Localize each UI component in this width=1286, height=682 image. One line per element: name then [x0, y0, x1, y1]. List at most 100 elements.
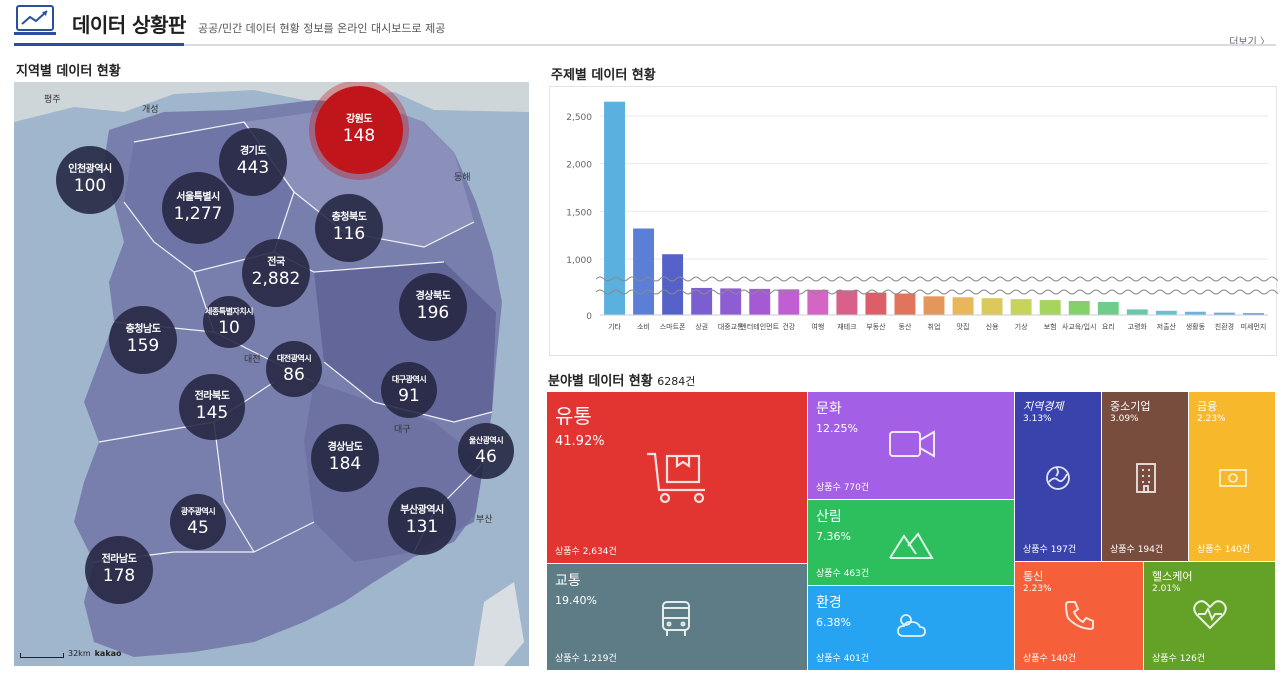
bar: [894, 293, 916, 315]
bar: [807, 289, 829, 315]
region-bubble-incheon[interactable]: 인천광역시 100: [56, 146, 124, 214]
subject-section-title: 주제별 데이터 현황: [551, 68, 656, 83]
axis-break-line: [595, 276, 1278, 282]
bar: [1184, 311, 1206, 315]
region-bubble-national[interactable]: 전국 2,882: [242, 239, 310, 307]
map-label-gaeseong: 개성: [142, 105, 159, 115]
region-bubble-daegu[interactable]: 대구광역시 91: [381, 362, 437, 418]
video-camera-icon: [889, 430, 935, 458]
region-bubble-gwangju[interactable]: 광주광역시 45: [170, 494, 226, 550]
x-tick-label: 기타: [608, 322, 621, 331]
treemap-tile-distribution[interactable]: 유통 41.92% 상품수 2,634건: [547, 392, 808, 564]
bar: [1126, 309, 1148, 315]
x-tick-label: 보험: [1044, 323, 1057, 331]
map-label-daegu: 대구: [394, 425, 411, 435]
x-tick-label: 취업: [928, 323, 941, 331]
y-tick-label: 1,500: [566, 208, 592, 218]
bar: [981, 298, 1003, 315]
page-title: 데이터 상황판: [72, 13, 186, 37]
treemap-tile-regional-economy[interactable]: 지역경제 3.13% 상품수 197건: [1015, 392, 1102, 562]
axis-break-line: [595, 289, 1278, 295]
region-bubble-seoul[interactable]: 서울특별시 1,277: [162, 172, 234, 244]
bar: [1155, 310, 1177, 315]
treemap-tile-telecom[interactable]: 통신 2.23% 상품수 140건: [1015, 562, 1144, 671]
bar: [1243, 313, 1264, 315]
map-label-pyeongju: 평주: [44, 95, 61, 105]
x-tick-label: 요리: [1102, 322, 1115, 331]
bus-icon: [662, 601, 690, 636]
x-tick-label: 고령화: [1128, 323, 1148, 331]
x-tick-label: 엔터테인먼트: [740, 322, 779, 331]
region-bubble-chungnam[interactable]: 충청남도 159: [109, 306, 177, 374]
treemap-tile-forest[interactable]: 산림 7.36% 상품수 463건: [808, 500, 1015, 586]
region-bubble-sejong[interactable]: 세종특별자치시 10: [203, 296, 255, 348]
bar: [749, 288, 771, 315]
y-tick-label: 1,000: [566, 256, 592, 266]
bar: [836, 290, 858, 315]
phone-icon: [1064, 601, 1094, 631]
x-tick-label: 부동산: [866, 322, 886, 331]
region-bubble-daejeon[interactable]: 대전광역시 86: [266, 341, 322, 397]
map-label-donghae: 동해: [454, 173, 471, 183]
cart-box-icon: [647, 452, 705, 504]
building-icon: [1136, 463, 1156, 493]
treemap-tile-finance[interactable]: 금융 2.23% 상품수 140건: [1189, 392, 1276, 562]
money-icon: [1219, 469, 1247, 487]
region-bubble-busan[interactable]: 부산광역시 131: [388, 487, 456, 555]
bar: [923, 296, 945, 315]
field-title-text: 분야별 데이터 현황: [548, 374, 653, 389]
x-tick-label: 기상: [1015, 322, 1028, 331]
bar: [633, 228, 655, 315]
x-tick-label: 저출산: [1157, 322, 1177, 331]
bar: [1039, 300, 1061, 315]
x-tick-label: 재테크: [837, 323, 857, 331]
x-tick-label: 여행: [811, 322, 824, 331]
treemap-tile-healthcare[interactable]: 헬스케어 2.01% 상품수 126건: [1144, 562, 1276, 671]
x-tick-label: 상권: [695, 322, 708, 331]
bar: [604, 101, 625, 315]
region-bubble-gyeongbuk[interactable]: 경상북도 196: [399, 273, 467, 341]
region-bubble-gyeonggi[interactable]: 경기도 443: [219, 128, 287, 196]
field-treemap: 유통 41.92% 상품수 2,634건 교통 19.40%: [547, 392, 1276, 671]
region-bubble-ulsan[interactable]: 울산광역시 46: [458, 423, 514, 479]
x-tick-label: 동산: [899, 322, 912, 331]
bar: [952, 297, 974, 315]
region-bubble-gangwon[interactable]: 강원도 148: [315, 86, 403, 174]
x-tick-label: 신용: [986, 322, 999, 331]
x-tick-label: 맛집: [957, 322, 970, 331]
map-label-daejeon: 대전: [244, 355, 261, 365]
bar-chart-svg: 0 1,000 1,500 2,000 2,500 기타 소비 스마트폰 상권 대중교통엔터테인먼…: [566, 101, 1278, 331]
globe-icon: [1046, 466, 1070, 490]
field-section-title: 분야별 데이터 현황 6284건: [548, 370, 695, 389]
x-tick-label: 건강: [782, 322, 795, 331]
regional-section-title: 지역별 데이터 현황: [16, 64, 121, 79]
bar: [1097, 301, 1119, 315]
heart-pulse-icon: [1193, 600, 1227, 630]
mountain-icon: [889, 532, 934, 559]
map-label-busan: 부산: [476, 515, 493, 525]
bar: [1213, 312, 1235, 315]
region-bubble-jeonnam[interactable]: 전라남도 178: [85, 536, 153, 604]
region-bubble-gyeongnam[interactable]: 경상남도 184: [311, 424, 379, 492]
bar: [720, 288, 742, 315]
field-total: 6284건: [657, 375, 696, 388]
map-provider-logo: kakao: [94, 649, 122, 658]
region-bubble-jeonbuk[interactable]: 전라북도 145: [179, 374, 245, 440]
treemap-tile-environment[interactable]: 환경 6.38% 상품수 401건: [808, 586, 1015, 671]
subject-bar-chart: 0 1,000 1,500 2,000 2,500 기타 소비 스마트폰 상권 대중교통 엔터테인먼…: [549, 86, 1278, 356]
y-tick-label: 2,500: [566, 113, 592, 123]
x-tick-label: 소비: [637, 322, 650, 331]
region-bubble-chungbuk[interactable]: 충청북도 116: [315, 194, 383, 262]
header-divider-accent: [14, 43, 184, 46]
x-tick-label: 사교육/입시: [1062, 322, 1097, 331]
scale-line: [20, 653, 64, 658]
treemap-tile-sme[interactable]: 중소기업 3.09% 상품수 194건: [1102, 392, 1189, 562]
x-tick-label: 스마트폰: [660, 322, 686, 331]
y-tick-label: 2,000: [566, 161, 592, 171]
regional-map[interactable]: 개성 평주 동해 대전 대구 부산 강원도 148 경기도 443 인천광역시 …: [14, 82, 529, 666]
header-divider: [14, 44, 1276, 46]
treemap-tile-culture[interactable]: 문화 12.25% 상품수 770건: [808, 392, 1015, 500]
treemap-tile-transport[interactable]: 교통 19.40% 상품수 1,219건: [547, 564, 808, 671]
x-tick-label: 친환경: [1215, 322, 1234, 331]
more-link[interactable]: 더보기 〉: [1229, 37, 1270, 48]
